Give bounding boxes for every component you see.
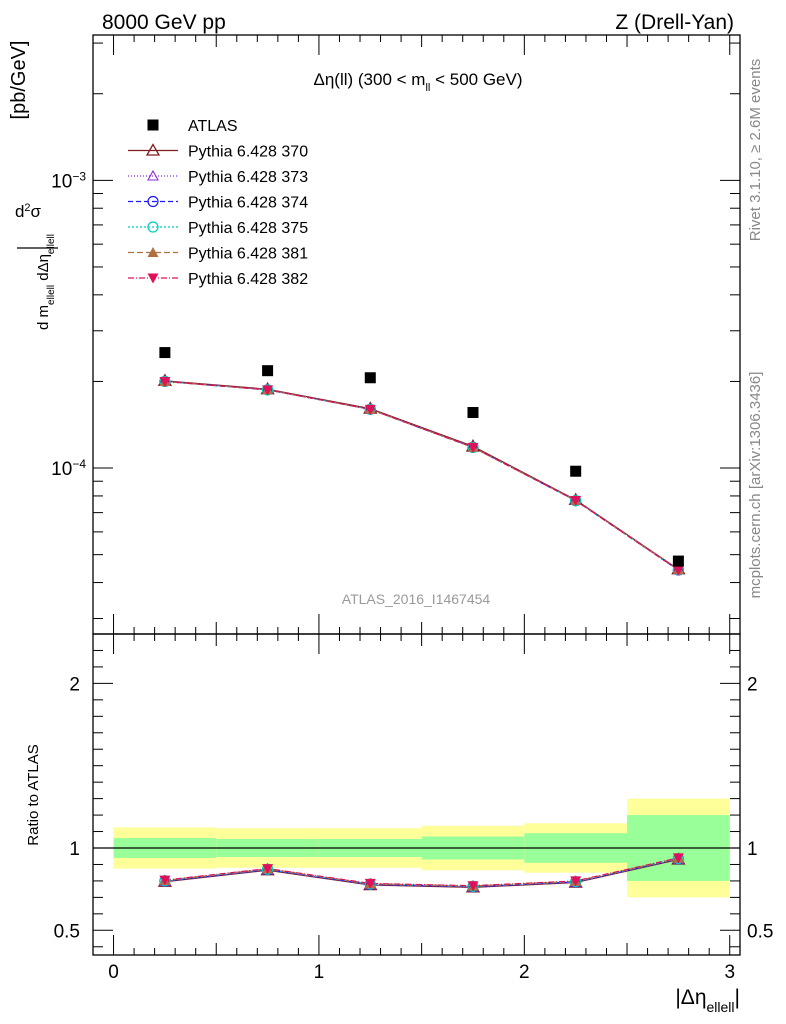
svg-text:[pb/GeV]: [pb/GeV] [8,41,30,120]
data-point [570,465,582,477]
y-tick-label-right: 0.5 [747,921,773,942]
legend-item: Pythia 6.428 373 [128,169,308,186]
data-point [672,555,684,567]
legend-marker [145,143,161,156]
data-point [364,372,376,384]
ratio-line [164,857,679,887]
data-point [467,442,479,453]
x-tick-label: 0 [108,962,119,983]
ratio-point [262,864,274,875]
y-tick-label-right: 1 [747,839,758,860]
y-tick-label: 2 [69,674,80,695]
data-point [159,376,171,387]
ratio-point [159,875,171,886]
y-tick-label-right: 2 [747,674,758,695]
x-axis-label: |Δηellell| [675,986,740,1015]
legend-item: Pythia 6.428 375 [128,220,308,237]
y-tick-label: 0.5 [54,921,80,942]
legend-marker [147,273,159,284]
main-y-axis-label: d2σ d mellell dΔηellell [pb/GeV] [8,41,58,330]
legend-marker [147,169,159,181]
ratio-point [570,876,582,887]
series-line [164,380,679,571]
series-line [164,380,679,571]
legend-marker [147,195,159,208]
legend-item: ATLAS [147,118,238,135]
watermark: ATLAS_2016_I1467454 [342,591,491,607]
legend-item: Pythia 6.428 370 [128,143,308,161]
ratio-panel: 0.5 0.5 1 1 2 2 0 1 2 3 [54,633,773,983]
x-tick-label: 3 [724,962,735,983]
series-line [164,380,679,571]
header-left: 8000 GeV pp [102,11,226,34]
ratio-y-axis-label: Ratio to ATLAS [25,744,42,845]
data-point [262,385,274,396]
ratio-point [364,878,376,889]
series-line [164,380,679,570]
legend-item: Pythia 6.428 374 [128,195,308,212]
svg-text:d2σ: d2σ [15,202,42,221]
header-right: Z (Drell-Yan) [615,11,734,34]
legend-label: Pythia 6.428 373 [188,169,308,186]
legend-label: Pythia 6.428 374 [188,195,308,212]
source-label: mcplots.cern.ch [arXiv:1306.3436] [747,372,764,599]
legend-marker [147,119,159,131]
legend-item: Pythia 6.428 382 [128,271,308,288]
y-tick-label: 1 [69,839,80,860]
legend-label: Pythia 6.428 370 [188,144,308,161]
legend-label: Pythia 6.428 381 [188,246,308,263]
main-panel: 10−4 10−3 [51,34,741,635]
ratio-line [164,857,679,887]
data-point [467,406,479,418]
legend-marker [147,221,159,233]
legend: ATLAS Pythia 6.428 370 Pythia 6.428 373 Pyt… [128,118,308,288]
data-point [672,565,684,576]
ratio-line [164,858,679,888]
legend-item: Pythia 6.428 381 [128,246,308,263]
data-point [364,404,376,415]
rivet-label: Rivet 3.1.10, ≥ 2.6M events [747,59,764,242]
data-point [159,347,171,359]
series-line [164,380,679,571]
ratio-point [467,881,479,892]
data-point [570,496,582,507]
chart-title: Δη(ll) (300 < mll < 500 GeV) [313,70,522,94]
legend-label: ATLAS [188,118,238,135]
svg-text:d mellell dΔηellell: d mellell dΔηellell [35,234,57,330]
legend-label: Pythia 6.428 375 [188,220,308,237]
ratio-point [672,853,684,864]
y-tick-label: 10−4 [51,457,86,480]
y-tick-label: 10−3 [51,169,86,192]
legend-marker [147,247,159,257]
x-tick-label: 2 [519,962,530,983]
x-tick-label: 1 [314,962,325,983]
ratio-frame [92,633,741,956]
legend-label: Pythia 6.428 382 [188,271,308,288]
series-line [164,380,679,571]
data-point [262,365,274,377]
